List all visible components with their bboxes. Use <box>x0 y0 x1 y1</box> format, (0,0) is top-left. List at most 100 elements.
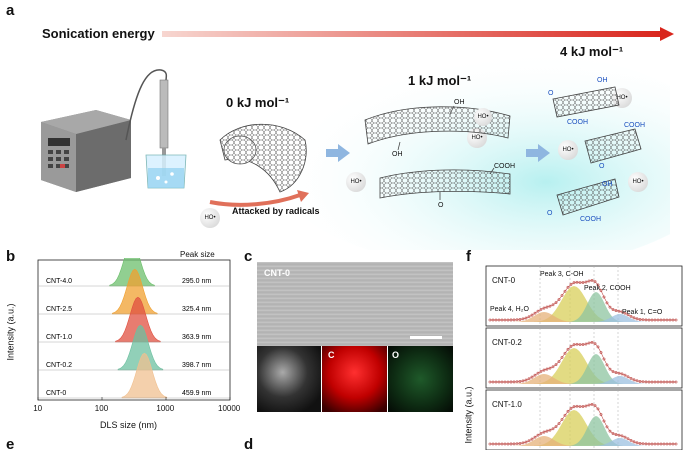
xps-data-point <box>545 305 549 309</box>
xps-component-peak <box>512 436 576 446</box>
cooh-group-label: COOH <box>494 163 515 170</box>
panel-a-label: a <box>6 2 15 19</box>
radical-sphere: HO• <box>474 108 492 126</box>
xps-data-point <box>545 367 549 371</box>
radical-attack-arrow <box>209 190 309 207</box>
xps-data-point <box>539 370 543 373</box>
xps-data-point <box>566 347 570 351</box>
peak-label-1: Peak 1, C=O <box>622 309 663 316</box>
xps-data-point <box>626 437 630 441</box>
xps-data-point <box>533 435 537 439</box>
dls-chart: CNT-4.0 295.0 nm CNT-2.5 325.4 nm CNT-1.0 363… <box>37 258 231 401</box>
xps-data-point <box>593 404 597 407</box>
xps-data-point <box>536 433 540 437</box>
xps-data-point <box>632 440 636 444</box>
xps-data-point <box>530 437 534 441</box>
xps-data-point <box>563 413 567 417</box>
radical-sphere: HO• <box>558 140 578 160</box>
xps-data-point <box>569 282 573 286</box>
xps-data-point <box>602 295 606 299</box>
dls-peak-size: 295.0 nm <box>182 278 211 285</box>
cooh-group-label: COOH <box>567 119 588 126</box>
xps-data-point <box>563 351 567 355</box>
xps-data-point <box>599 289 603 292</box>
o-group-label: O <box>547 210 553 217</box>
step-arrow <box>326 144 350 162</box>
panel-e-label: e <box>6 436 15 453</box>
xps-data-point <box>542 368 546 372</box>
cnt-functionalized-4kj <box>552 86 642 216</box>
xps-data-point <box>608 429 612 433</box>
xps-data-point <box>530 313 534 317</box>
xps-data-point <box>563 289 567 293</box>
dls-peak-size: 363.9 nm <box>182 334 211 341</box>
xps-data-point <box>554 301 558 305</box>
xps-fit-line <box>490 404 676 445</box>
xps-data-point <box>611 370 615 373</box>
o-group-label: O <box>599 163 605 170</box>
xps-data-point <box>524 378 528 382</box>
xps-data-point <box>596 345 600 349</box>
xps-data-point <box>611 308 615 311</box>
dls-series-label: CNT-4.0 <box>46 278 72 285</box>
peak-label-3: Peak 3, C-OH <box>540 271 584 278</box>
dls-x-tick-label: 10000 <box>218 404 241 413</box>
o-group-label: O <box>548 90 554 97</box>
xps-data-point <box>524 316 528 320</box>
dls-distribution-cnt-0 <box>121 352 168 399</box>
xps-data-point <box>569 344 573 348</box>
xps-data-point <box>530 375 534 379</box>
xps-data-point <box>554 425 558 429</box>
xps-data-point <box>536 371 540 375</box>
xps-data-point <box>533 311 537 315</box>
eds-map-oxygen-label: O <box>392 350 400 360</box>
xps-data-point <box>557 298 561 301</box>
xps-data-point <box>605 363 609 367</box>
eds-image-sem <box>257 346 321 412</box>
xps-sample-label: CNT-1.0 <box>492 400 522 409</box>
panel-c-label: c <box>244 248 253 265</box>
peak-label-4: Peak 4, H₂O <box>490 306 529 313</box>
attacked-label: Attacked by radicals <box>232 206 320 216</box>
xps-data-point <box>632 378 636 382</box>
eds-map-carbon-label: C <box>328 350 335 360</box>
dls-x-tick-label: 100 <box>94 404 109 413</box>
oh-group-label: OH <box>597 77 608 84</box>
panel-f-ylabel: Intensity (a.u.) <box>463 386 474 444</box>
xps-data-point <box>623 435 627 439</box>
dls-distribution-cnt-1.0 <box>115 296 161 343</box>
panel-b-label: b <box>6 248 16 265</box>
dls-distribution-cnt-2.5 <box>112 268 158 315</box>
dls-x-tick-label: 10 <box>33 404 43 413</box>
xps-sample-label: CNT-0.2 <box>492 338 522 347</box>
xps-data-point <box>542 430 546 434</box>
xps-data-point <box>554 363 558 367</box>
dls-series-label: CNT-1.0 <box>46 334 72 341</box>
xps-plot-frame <box>485 265 683 327</box>
xps-plot-frame <box>485 327 683 389</box>
cnt-functionalized-1kj <box>364 105 511 200</box>
o-group-label: O <box>438 202 444 209</box>
dls-peak-size: 459.9 nm <box>182 390 211 397</box>
xps-data-point <box>599 413 603 416</box>
eds-map-oxygen <box>388 346 453 412</box>
cnt-pristine <box>219 123 307 193</box>
xps-data-point <box>608 367 612 371</box>
panel-d-label: d <box>244 436 254 453</box>
tem-image <box>257 262 453 346</box>
xps-data-point <box>611 432 615 435</box>
xps-data-point <box>626 313 630 317</box>
sonicator-device <box>41 69 187 192</box>
xps-data-point <box>560 356 564 359</box>
dls-peak-size: 325.4 nm <box>182 306 211 313</box>
xps-data-point <box>545 429 549 433</box>
xps-data-point <box>548 304 552 308</box>
xps-component-peak <box>592 376 648 384</box>
xps-component-peak <box>568 354 624 384</box>
energy-4-label: 4 kJ mol⁻¹ <box>560 44 624 59</box>
xps-data-point <box>539 308 543 311</box>
xps-component-peak <box>512 374 576 384</box>
xps-data-point <box>551 427 555 431</box>
xps-sample-label: CNT-0 <box>492 276 516 285</box>
eds-map-carbon <box>322 346 387 412</box>
